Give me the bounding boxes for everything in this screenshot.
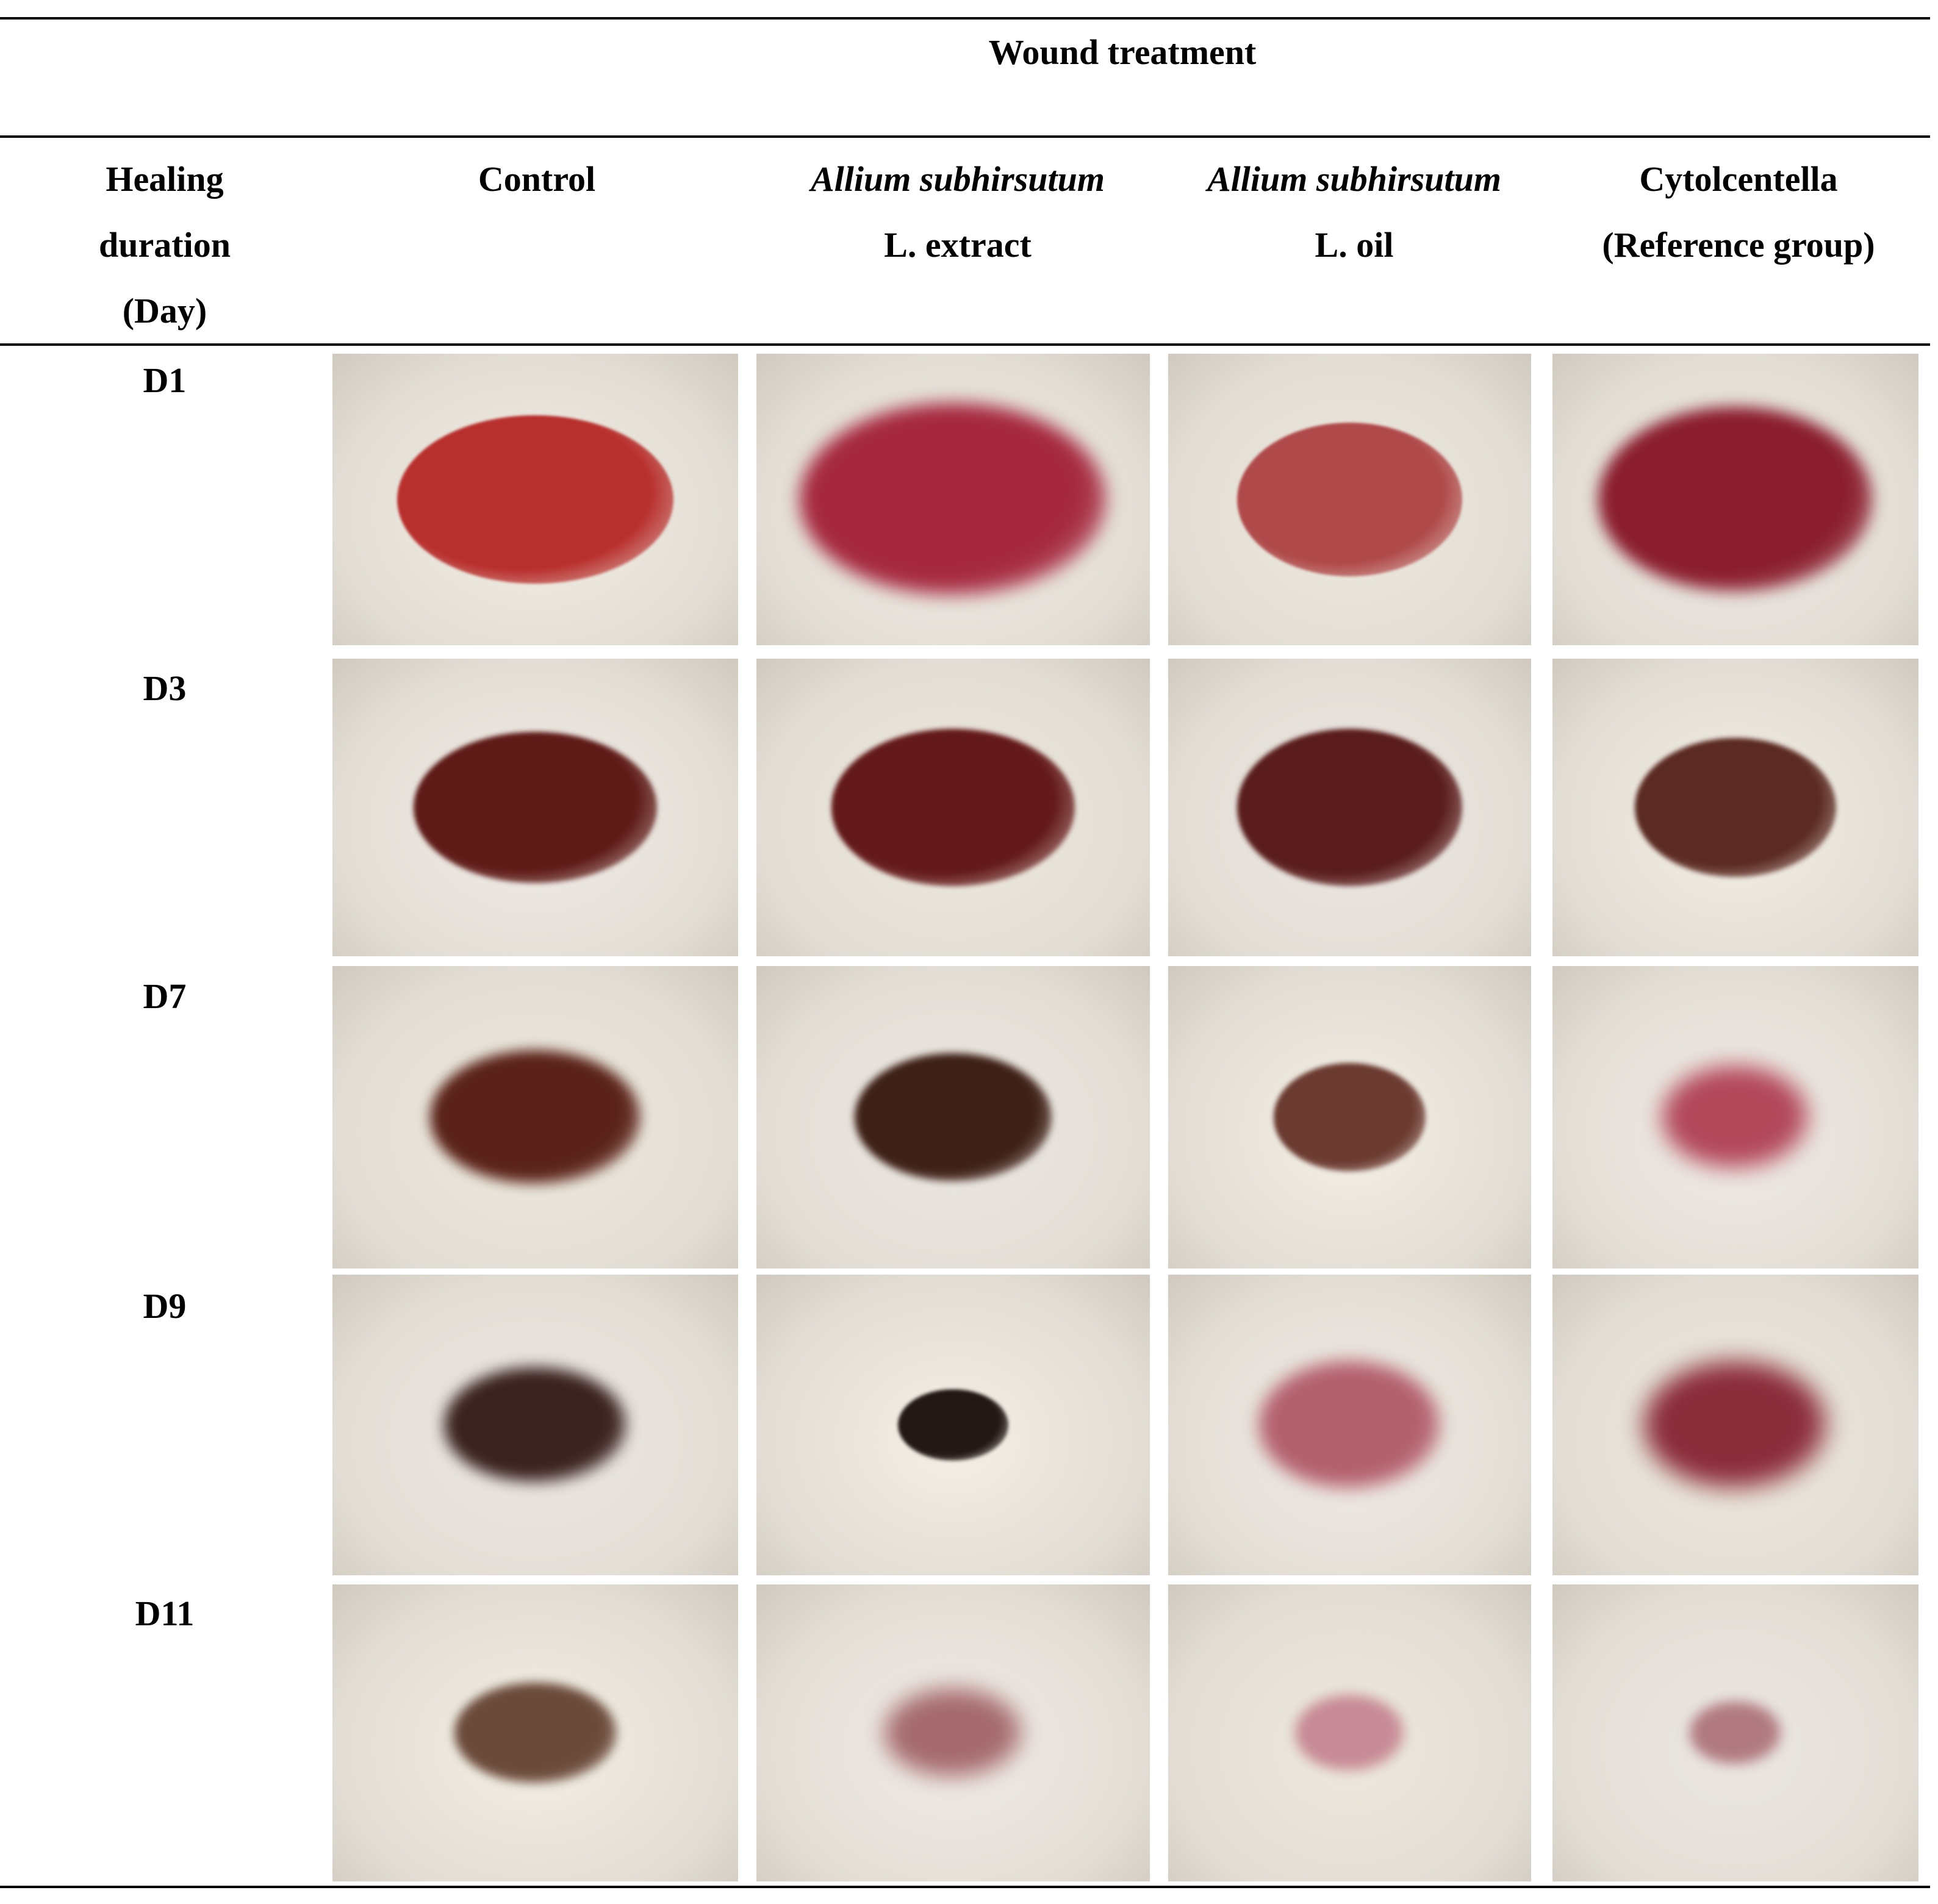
column-header-line-1: Control [478, 159, 596, 199]
wound-photo-d1-col4 [1552, 354, 1918, 645]
body-rule [0, 343, 1930, 346]
wound-area [1690, 1701, 1781, 1765]
row-header-line-1: Healing [106, 159, 224, 199]
wound-photo-d9-col2 [756, 1275, 1150, 1575]
row-header-line-2: duration [99, 225, 231, 265]
wound-area [1237, 423, 1462, 576]
column-header-reference: Cytolcentella (Reference group) [1549, 146, 1928, 278]
row-header: Healing duration (Day) [37, 146, 293, 344]
day-label-d3: D3 [143, 668, 187, 708]
wound-area [1662, 1065, 1809, 1169]
column-header-line-2: L. oil [1315, 225, 1394, 265]
column-header-oil: Allium subhirsutum L. oil [1159, 146, 1549, 278]
wound-area [1258, 1361, 1441, 1489]
wound-photo-d7-col1 [332, 966, 738, 1269]
wound-photo-d3-col3 [1168, 659, 1531, 956]
wound-area [884, 1689, 1022, 1777]
day-label-d9: D9 [143, 1286, 187, 1326]
wound-area [429, 1050, 641, 1184]
wound-area [443, 1367, 627, 1483]
wound-photo-d11-col1 [332, 1584, 738, 1881]
wound-photo-d1-col2 [756, 354, 1150, 645]
header-rule [0, 135, 1930, 138]
wound-photo-d7-col3 [1168, 966, 1531, 1269]
wound-area [1635, 737, 1836, 878]
wound-photo-d11-col3 [1168, 1584, 1531, 1881]
wound-photo-d9-col3 [1168, 1275, 1531, 1575]
wound-area [414, 731, 657, 884]
wound-area [454, 1682, 617, 1784]
wound-photo-d9-col4 [1552, 1275, 1918, 1575]
column-header-line-1: Cytolcentella [1639, 159, 1838, 199]
top-rule [0, 17, 1930, 20]
wound-area [855, 1053, 1052, 1182]
wound-photo-d11-col2 [756, 1584, 1150, 1881]
column-header-line-2: (Reference group) [1602, 225, 1875, 265]
wound-photo-d3-col4 [1552, 659, 1918, 956]
wound-area [799, 403, 1107, 596]
column-header-extract: Allium subhirsutum L. extract [756, 146, 1159, 278]
day-label-d1: D1 [143, 360, 187, 400]
wound-photo-d7-col2 [756, 966, 1150, 1269]
column-header-line-1: Allium subhirsutum [811, 159, 1105, 199]
wound-area [1295, 1695, 1404, 1771]
day-label-d11: D11 [135, 1594, 195, 1633]
wound-photo-d3-col2 [756, 659, 1150, 956]
column-header-line-1: Allium subhirsutum [1207, 159, 1501, 199]
wound-area [1237, 729, 1462, 886]
column-header-control: Control [342, 146, 732, 212]
wound-photo-d7-col4 [1552, 966, 1918, 1269]
wound-photo-d1-col1 [332, 354, 738, 645]
wound-area [1273, 1063, 1426, 1172]
day-label-d7: D7 [143, 976, 187, 1016]
column-header-line-2: L. extract [884, 225, 1032, 265]
bottom-rule [0, 1886, 1930, 1888]
table-supertitle: Wound treatment [988, 32, 1257, 72]
wound-photo-d1-col3 [1168, 354, 1531, 645]
wound-area [1598, 406, 1873, 593]
row-header-line-3: (Day) [122, 291, 207, 331]
wound-photo-d9-col1 [332, 1275, 738, 1575]
wound-photo-d11-col4 [1552, 1584, 1918, 1881]
wound-area [831, 729, 1075, 886]
wound-area [898, 1389, 1008, 1461]
wound-area [1644, 1361, 1827, 1489]
wound-area [397, 415, 673, 584]
wound-photo-d3-col1 [332, 659, 738, 956]
